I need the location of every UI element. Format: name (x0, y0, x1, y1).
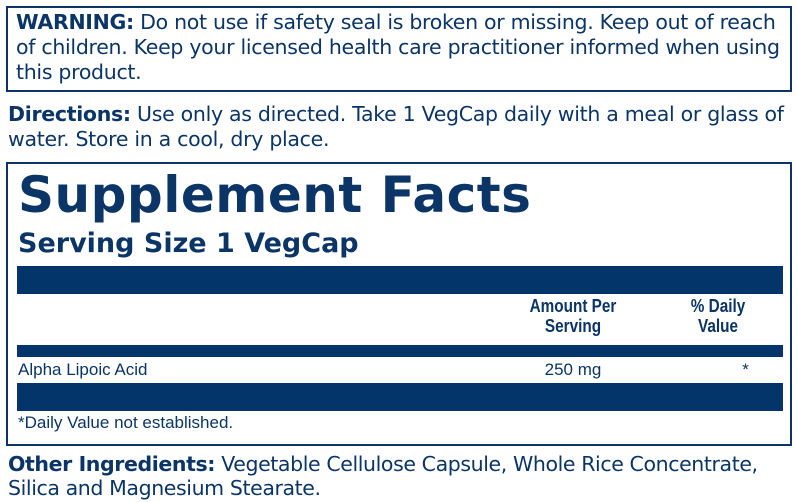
other-ingredients-text: Vegetable Cellulose Capsule, Whole Rice … (8, 452, 758, 500)
directions-text: Use only as directed. Take 1 VegCap dail… (8, 102, 784, 151)
nutrient-amount: 250 mg (544, 360, 602, 379)
warning-box: WARNING: Do not use if safety seal is br… (6, 6, 792, 92)
supplement-facts-panel: Supplement Facts Serving Size 1 VegCap A… (6, 162, 792, 446)
nutrient-name: Alpha Lipoic Acid (18, 360, 148, 379)
divider-band (17, 266, 783, 294)
divider-band (17, 345, 783, 357)
divider-band (17, 383, 783, 411)
facts-title: Supplement Facts (18, 166, 532, 224)
header-daily-value: % Daily Value (690, 296, 746, 336)
other-ingredients: Other Ingredients: Vegetable Cellulose C… (8, 452, 794, 500)
nutrient-daily-value: * (742, 360, 749, 379)
warning-label: WARNING: (16, 10, 134, 34)
warning-text: Do not use if safety seal is broken or m… (16, 10, 780, 84)
directions-label: Directions: (8, 102, 131, 126)
footnote: *Daily Value not established. (18, 413, 234, 432)
other-ingredients-label: Other Ingredients: (8, 452, 216, 476)
directions: Directions: Use only as directed. Take 1… (8, 102, 794, 152)
header-amount: Amount Per Serving (529, 296, 617, 336)
serving-size: Serving Size 1 VegCap (18, 228, 359, 259)
